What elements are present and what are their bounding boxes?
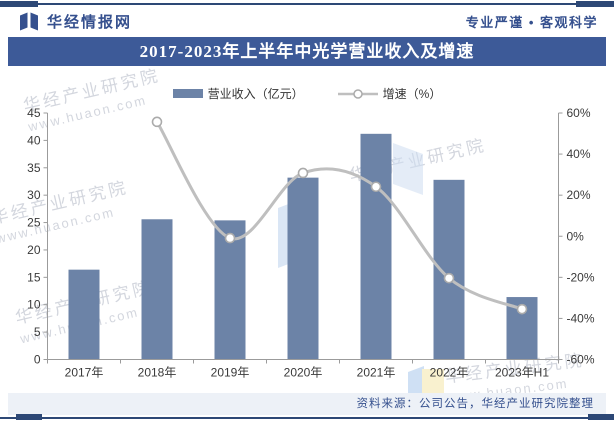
right-axis-label: -60%: [567, 353, 595, 367]
bottom-rule: [0, 417, 614, 419]
bar-2022年: [433, 179, 465, 360]
bar-2017年: [68, 269, 100, 360]
growth-point-marker: [151, 116, 163, 128]
growth-point-marker: [443, 272, 455, 284]
left-axis-label: 25: [27, 216, 41, 230]
right-axis-label: -20%: [567, 270, 595, 284]
right-axis-label: -40%: [567, 311, 595, 325]
legend-line-swatch: [337, 88, 378, 99]
brand-name: 华经情报网: [47, 13, 133, 31]
bar-2020年: [287, 177, 319, 360]
top-rule-right-accent: [576, 1, 614, 7]
x-axis-label: 2023年H1: [495, 366, 549, 380]
chart-legend: 营业收入（亿元） 增速（%）: [0, 85, 614, 102]
x-axis-label: 2018年: [138, 366, 177, 380]
left-axis-label: 0: [34, 353, 41, 367]
legend-bar-label: 营业收入（亿元）: [207, 87, 304, 101]
chart-title: 2017-2023年上半年中光学营业收入及增速: [139, 42, 475, 61]
right-axis-label: 20%: [567, 188, 591, 202]
left-axis-label: 10: [27, 298, 41, 312]
growth-point-marker: [370, 181, 382, 193]
legend-bar-swatch: [172, 89, 203, 98]
bar-2018年: [141, 219, 173, 360]
x-axis-label: 2020年: [284, 366, 323, 380]
top-rule: [0, 3, 614, 5]
header: 华经情报网 专业严谨 • 客观科学: [18, 7, 598, 35]
brand-logo-icon: [20, 12, 38, 30]
left-axis-label: 40: [27, 133, 41, 147]
legend-line-label: 增速（%）: [382, 87, 442, 101]
x-axis-label: 2017年: [65, 366, 104, 380]
right-axis-label: 40%: [567, 147, 591, 161]
legend-item-growth: 增速（%）: [337, 85, 442, 102]
left-axis-label: 30: [27, 188, 41, 202]
x-axis-label: 2019年: [211, 366, 250, 380]
growth-line: [155, 120, 524, 311]
left-axis-label: 35: [27, 161, 41, 175]
right-axis-label: 60%: [567, 106, 591, 120]
x-axis-label: 2021年: [357, 366, 396, 380]
bottom-rule-left-accent: [16, 414, 42, 420]
top-rule-left-accent: [0, 1, 38, 7]
right-axis-label: 0%: [567, 229, 585, 243]
left-axis-label: 15: [27, 270, 41, 284]
left-axis-label: 20: [27, 243, 41, 257]
brand: 华经情报网: [18, 11, 132, 32]
header-slogan: 专业严谨 • 客观科学: [465, 14, 598, 30]
legend-item-revenue: 营业收入（亿元）: [172, 85, 304, 102]
bottom-rule-right-accent: [588, 414, 614, 420]
bar-2019年: [214, 220, 246, 360]
source-band: 资料来源：公司公告，华经产业研究院整理: [8, 393, 606, 415]
left-axis-label: 5: [34, 325, 41, 339]
growth-point-marker: [297, 167, 309, 179]
x-axis-label: 2022年: [430, 366, 469, 380]
growth-point-marker: [516, 303, 528, 315]
source-note: 资料来源：公司公告，华经产业研究院整理: [356, 398, 594, 410]
left-axis-label: 45: [27, 106, 41, 120]
bar-2021年: [360, 133, 392, 360]
growth-point-marker: [224, 232, 236, 244]
title-band: 2017-2023年上半年中光学营业收入及增速: [8, 37, 606, 66]
